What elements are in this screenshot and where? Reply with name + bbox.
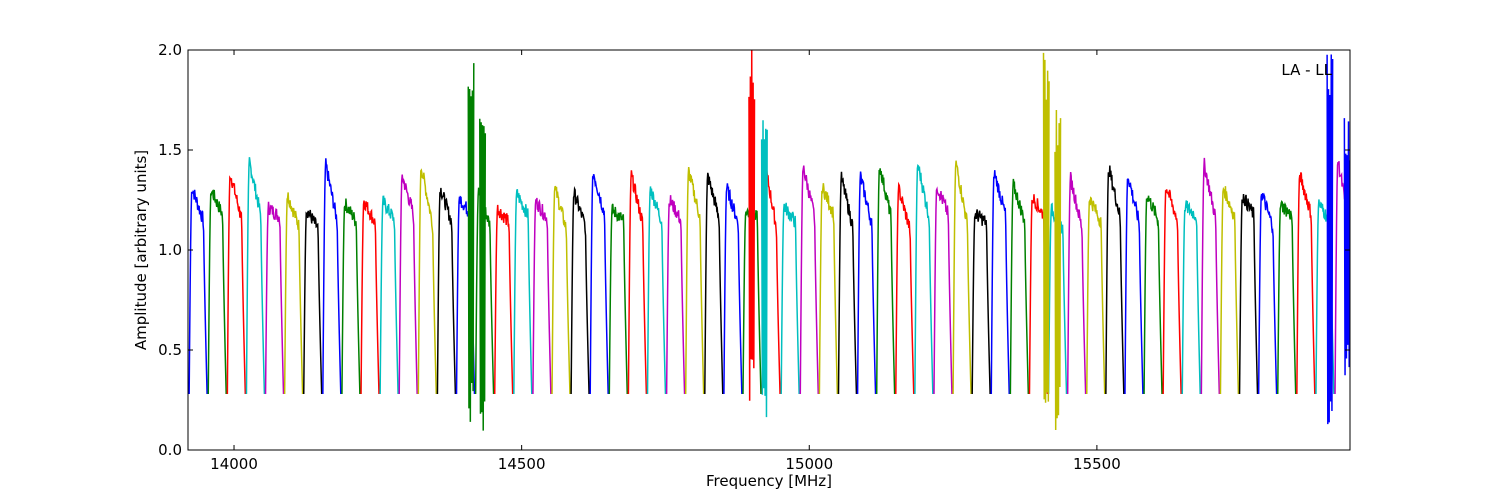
- spectrum-segment: [1181, 200, 1201, 395]
- spectrum-segment: [226, 175, 247, 395]
- spectrum-segment: [283, 192, 304, 395]
- spectrum-segment: [589, 174, 609, 395]
- spectrum-segment: [952, 160, 972, 395]
- spectrum-segment: [1219, 186, 1240, 395]
- spectrum-segment: [1066, 171, 1087, 395]
- spectrum-segment: [818, 183, 839, 395]
- spectrum-segment: [646, 186, 667, 395]
- spectrum-segment: [532, 197, 552, 395]
- spectrum-segment: [933, 186, 953, 395]
- spectrum-segment: [493, 204, 514, 395]
- x-tick-label: 14000: [210, 455, 258, 473]
- rfi-spike: [748, 50, 756, 401]
- rfi-spike: [1343, 118, 1350, 376]
- y-axis-title: Amplitude [arbitrary units]: [132, 150, 150, 350]
- spectrum-segment: [875, 168, 896, 395]
- spectrum-segment: [188, 189, 208, 395]
- y-tick-label: 1.5: [158, 141, 182, 159]
- spectrum-segment: [207, 189, 227, 395]
- spectrum-segment: [1257, 192, 1278, 395]
- spectrum-segment: [684, 166, 705, 395]
- spectrum-segment: [780, 202, 800, 395]
- spectrum-segment: [856, 171, 877, 395]
- spectrum-segment: [723, 183, 743, 395]
- spectrum-segment: [302, 209, 323, 395]
- spectrum-segment: [704, 172, 724, 395]
- rfi-spike: [1054, 110, 1062, 430]
- spectrum-segment: [1238, 193, 1259, 395]
- spectrum-segment: [799, 165, 819, 395]
- spectrum-segment: [551, 185, 571, 395]
- y-tick-label: 0.0: [158, 441, 182, 459]
- spectrum-segment: [341, 198, 361, 395]
- spectrum-segment: [837, 171, 858, 395]
- y-tick-label: 1.0: [158, 241, 182, 259]
- ticks-layer: 14000 14500 15000 15500 0.0 0.5 1.0 1.5 2.0: [158, 41, 1350, 473]
- spectrum-segment: [379, 195, 399, 395]
- spectrum-segment: [417, 168, 438, 395]
- spectrum-segment: [513, 188, 533, 395]
- spectrum-segment: [1124, 178, 1144, 395]
- x-tick-label: 14500: [498, 455, 546, 473]
- rfi-spike: [467, 63, 475, 422]
- rfi-spike: [760, 120, 768, 418]
- spectrum-segment: [990, 170, 1010, 395]
- spectrum-segment: [895, 181, 915, 395]
- spectrum-segment: [971, 209, 991, 395]
- x-axis-title: Frequency [MHz]: [706, 472, 832, 490]
- spectrum-segment: [1143, 195, 1163, 395]
- spectrum-segment: [264, 201, 285, 395]
- rfi-spike: [479, 118, 487, 431]
- series-layer: [188, 50, 1350, 431]
- spectrum-segment: [1296, 172, 1316, 395]
- rfi-spike: [1326, 54, 1334, 425]
- spectrum-segment: [914, 163, 934, 395]
- spectrum-segment: [570, 185, 590, 395]
- x-tick-label: 15500: [1073, 455, 1121, 473]
- spectrum-segment: [398, 174, 418, 395]
- spectrum-segment: [322, 158, 342, 395]
- y-tick-label: 2.0: [158, 41, 182, 59]
- spectrum-segment: [665, 195, 686, 395]
- x-tick-label: 15000: [785, 455, 833, 473]
- spectrum-segment: [245, 157, 266, 395]
- spectrum-segment: [436, 187, 457, 395]
- spectrum-segment: [1105, 165, 1125, 395]
- spectrum-segment: [608, 203, 629, 395]
- spectrum-segment: [1009, 178, 1030, 395]
- spectrum-segment: [1162, 189, 1182, 395]
- y-tick-label: 0.5: [158, 341, 182, 359]
- rfi-spike: [1042, 52, 1050, 403]
- spectrum-segment: [1200, 157, 1221, 395]
- spectrum-segment: [627, 170, 648, 395]
- spectrum-segment: [1277, 199, 1297, 395]
- annotation-label: LA - LL: [1281, 61, 1332, 79]
- spectrum-segment: [360, 200, 380, 395]
- spectrum-segment: [1086, 196, 1106, 395]
